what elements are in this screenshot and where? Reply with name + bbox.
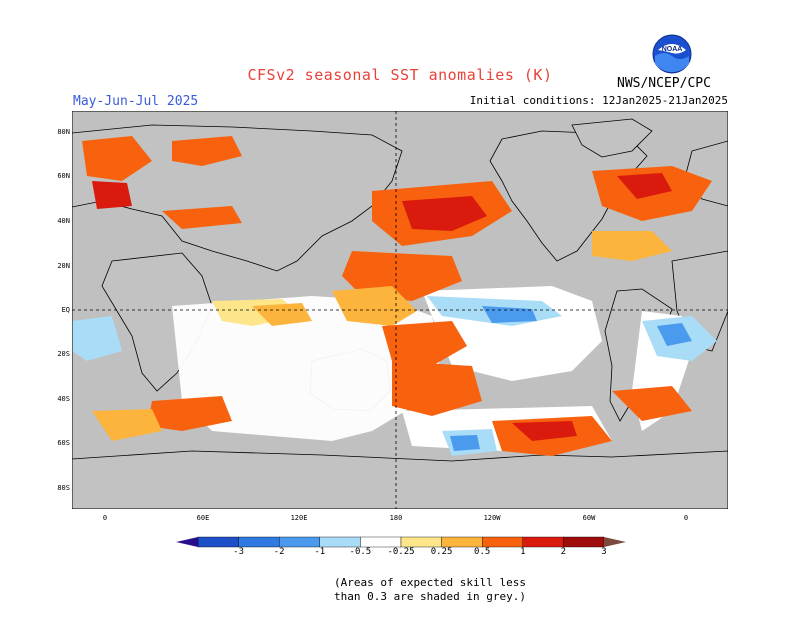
colorbar-label: -2 — [273, 547, 285, 557]
colorbar-label: -3 — [233, 547, 245, 557]
noaa-logo-text: NOAA — [662, 46, 683, 53]
colorbar-label: 0.5 — [474, 547, 491, 557]
colorbar-label: 0.25 — [430, 547, 453, 557]
x-tick-label: 0 — [102, 514, 108, 522]
colorbar-segment — [522, 536, 564, 548]
agency-label: NWS/NCEP/CPC — [617, 76, 711, 91]
x-tick-label: 120E — [290, 514, 308, 522]
y-tick-label: 40S — [57, 395, 70, 403]
y-tick-label: 60N — [57, 172, 70, 180]
colorbar-segment — [319, 536, 361, 548]
colorbar-segment — [563, 536, 605, 548]
colorbar-label: -1 — [314, 547, 326, 557]
y-tick-label: EQ — [61, 306, 70, 314]
y-tick-label: 20S — [57, 350, 70, 358]
y-tick-label: 80N — [57, 128, 70, 136]
y-tick-label: 80S — [57, 484, 70, 492]
colorbar-segment — [482, 536, 524, 548]
season-label: May-Jun-Jul 2025 — [73, 94, 199, 109]
anomaly-patches — [72, 136, 717, 456]
colorbar-label: 2 — [560, 547, 567, 557]
colorbar-segment — [238, 536, 280, 548]
colorbar-min-cap — [176, 537, 198, 547]
x-tick-label: 120W — [483, 514, 501, 522]
sst-anomaly-map — [72, 111, 728, 509]
colorbar-label: -0.25 — [387, 547, 415, 557]
colorbar-max-cap — [604, 537, 626, 547]
skill-note-line1: (Areas of expected skill less — [333, 576, 527, 589]
x-tick-label: 60W — [582, 514, 596, 522]
colorbar-segment — [441, 536, 483, 548]
x-tick-label: 0 — [683, 514, 689, 522]
reference-lines — [72, 111, 728, 509]
colorbar-segment — [278, 536, 320, 548]
initial-conditions-label: Initial conditions: 12Jan2025-21Jan2025 — [469, 94, 728, 107]
colorbar-label: 1 — [520, 547, 526, 557]
colorbar-segment — [197, 536, 239, 548]
y-tick-label: 40N — [57, 217, 70, 225]
colorbar-segment — [400, 536, 442, 548]
colorbar — [176, 536, 626, 548]
colorbar-label: -0.5 — [349, 547, 372, 557]
map-title: CFSv2 seasonal SST anomalies (K) — [247, 66, 553, 84]
y-tick-label: 20N — [57, 262, 70, 270]
noaa-logo: NOAA — [652, 34, 692, 74]
y-tick-label: 60S — [57, 439, 70, 447]
skill-note: (Areas of expected skill less than 0.3 a… — [0, 576, 800, 604]
x-tick-label: 180 — [389, 514, 403, 522]
colorbar-segment — [360, 536, 402, 548]
x-tick-label: 60E — [196, 514, 210, 522]
skill-note-line2: than 0.3 are shaded in grey.) — [333, 590, 527, 603]
colorbar-label: 3 — [601, 547, 607, 557]
